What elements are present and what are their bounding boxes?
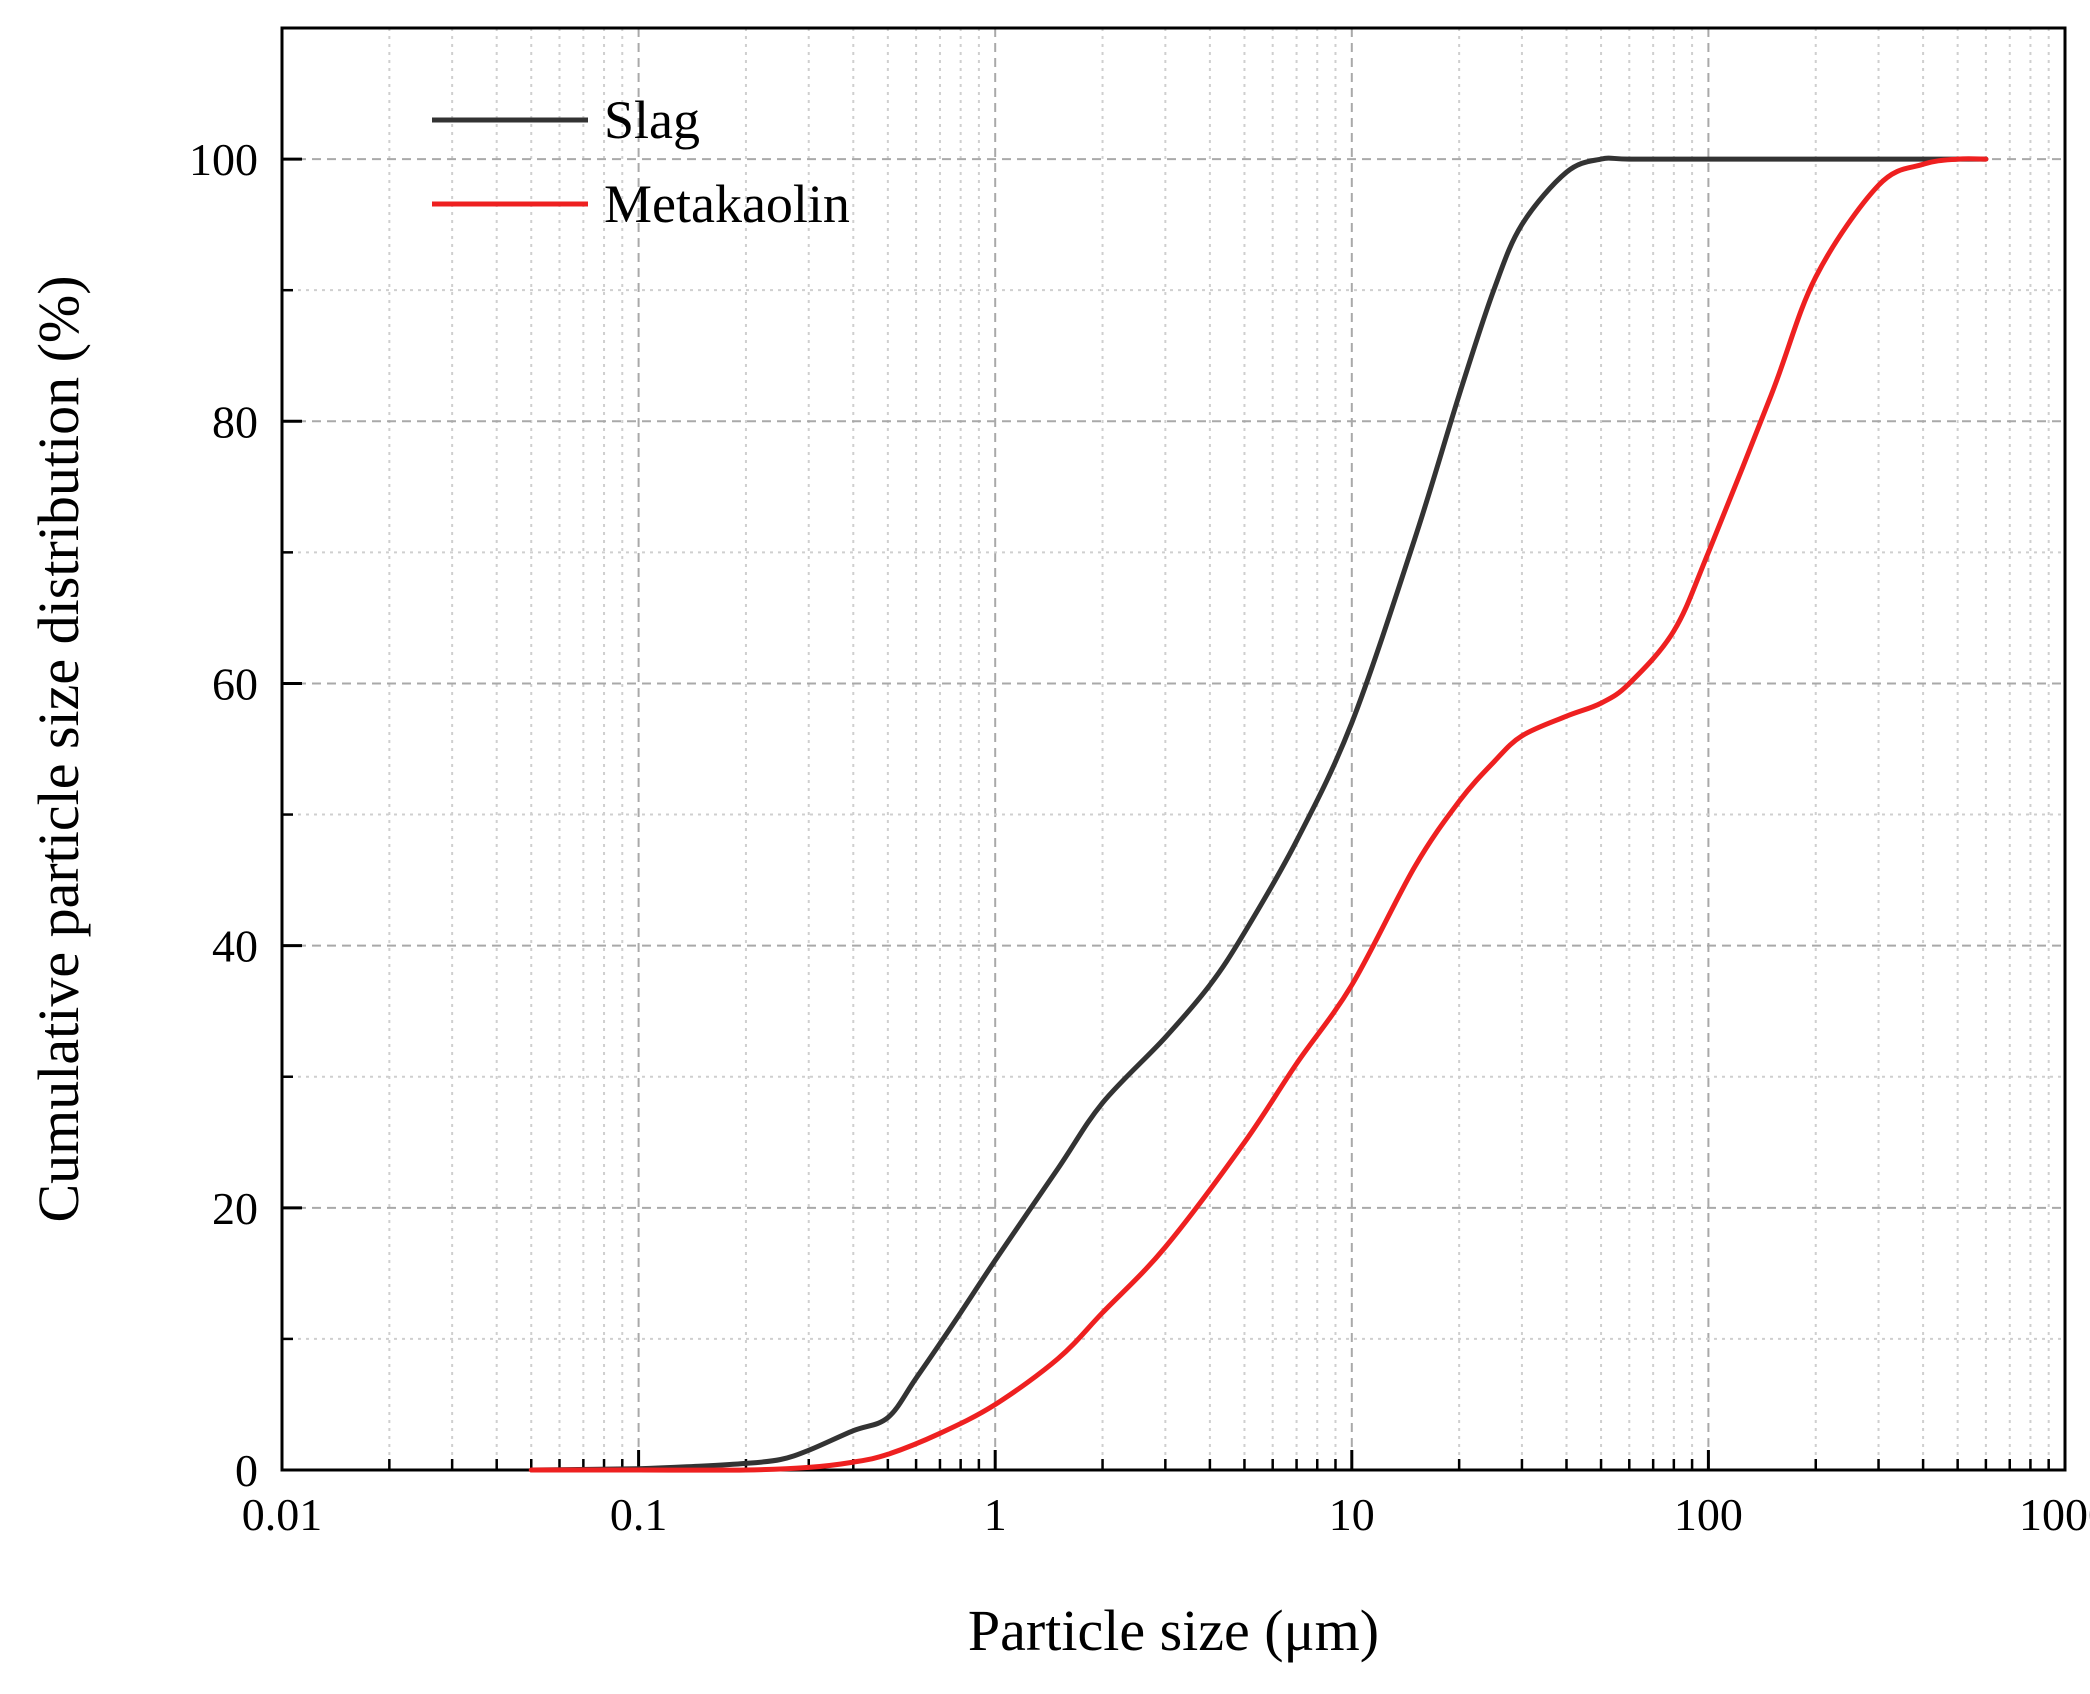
series-line-metakaolin xyxy=(528,156,1989,1473)
x-tick-label: 1 xyxy=(984,1489,1007,1540)
series-line-slag xyxy=(528,155,1989,1473)
legend-label-metakaolin: Metakaolin xyxy=(604,174,850,234)
grid xyxy=(282,28,2065,1470)
x-tick-label: 0.1 xyxy=(610,1489,668,1540)
x-axis-title: Particle size (μm) xyxy=(968,1598,1379,1663)
y-tick-label: 100 xyxy=(189,134,258,185)
x-tick-label: 0.01 xyxy=(242,1489,323,1540)
y-tick-label: 40 xyxy=(212,921,258,972)
y-tick-label: 20 xyxy=(212,1183,258,1234)
y-tick-label: 0 xyxy=(235,1445,258,1496)
x-tick-label: 100 xyxy=(1674,1489,1743,1540)
y-tick-label: 60 xyxy=(212,658,258,709)
legend: Slag Metakaolin xyxy=(432,90,850,234)
y-axis-title: Cumulative particle size distribution (%… xyxy=(26,275,91,1222)
plot-frame xyxy=(280,26,2067,1472)
x-tick-label: 10 xyxy=(1329,1489,1375,1540)
series-lines xyxy=(528,155,1989,1473)
legend-label-slag: Slag xyxy=(604,90,700,150)
y-tick-label: 80 xyxy=(212,396,258,447)
